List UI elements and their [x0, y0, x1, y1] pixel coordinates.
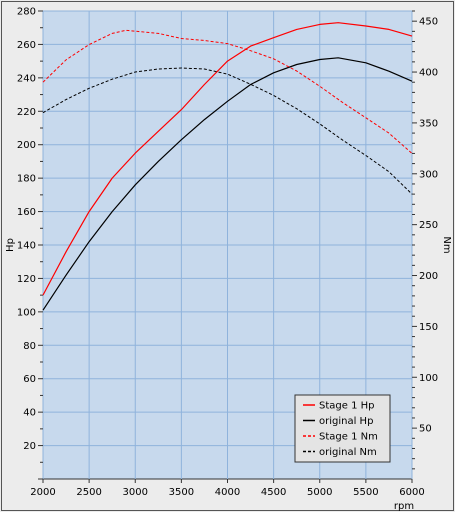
- x-tick-label: 4500: [261, 487, 286, 498]
- legend-label: original Nm: [319, 447, 377, 458]
- y-right-tick-label: 250: [419, 220, 438, 231]
- y-left-axis-ticks: 20 40 60 80 100 120 140 160 180 200 220 240 260 280: [17, 7, 43, 480]
- x-tick-label: 2000: [30, 487, 55, 498]
- y-right-axis-ticks: 50 100 150 200 250 300 350 400 450: [412, 10, 438, 470]
- x-tick-label: 3000: [123, 487, 148, 498]
- y-right-tick-label: 350: [419, 118, 438, 129]
- y-left-tick-label: 120: [17, 274, 36, 285]
- legend-label: Stage 1 Nm: [319, 432, 378, 443]
- series-lines: [42, 22, 413, 311]
- legend: Stage 1 Hp original Hp Stage 1 Nm original …: [294, 394, 391, 463]
- y-left-tick-label: 220: [17, 107, 36, 118]
- y-left-tick-label: 60: [23, 374, 36, 385]
- y-right-axis-title: Nm: [441, 236, 452, 253]
- y-left-tick-label: 180: [17, 174, 36, 185]
- series-line-1: [42, 22, 413, 296]
- y-left-tick-label: 240: [17, 73, 36, 84]
- y-right-tick-label: 200: [419, 271, 438, 282]
- y-right-tick-label: 50: [419, 424, 432, 435]
- y-left-axis-title: Hp: [5, 238, 16, 252]
- y-right-tick-label: 400: [419, 68, 438, 79]
- legend-label: original Hp: [319, 416, 373, 427]
- x-tick-label: 2500: [76, 487, 101, 498]
- y-left-tick-label: 280: [17, 7, 36, 18]
- y-right-tick-label: 100: [419, 373, 438, 384]
- legend-label: Stage 1 Hp: [319, 401, 374, 412]
- y-left-tick-label: 40: [23, 408, 36, 419]
- series-line-4: [42, 67, 413, 195]
- x-tick-label: 5000: [307, 487, 332, 498]
- y-right-tick-label: 450: [419, 17, 438, 28]
- x-tick-label: 6000: [399, 487, 424, 498]
- x-tick-label: 3500: [169, 487, 194, 498]
- y-left-tick-label: 160: [17, 207, 36, 218]
- x-axis-ticks: 2000 2500 3000 3500 4000 4500 5000 5500 6000: [30, 479, 425, 498]
- y-left-tick-label: 100: [17, 307, 36, 318]
- y-left-tick-label: 80: [23, 341, 36, 352]
- x-tick-label: 4000: [215, 487, 240, 498]
- y-left-tick-label: 200: [17, 140, 36, 151]
- series-line-2: [42, 57, 413, 311]
- y-right-tick-label: 300: [419, 169, 438, 180]
- y-right-tick-label: 150: [419, 322, 438, 333]
- y-left-tick-label: 140: [17, 241, 36, 252]
- y-left-tick-label: 260: [17, 40, 36, 51]
- x-axis-title: rpm: [394, 501, 414, 512]
- series-line-3: [42, 29, 413, 154]
- x-tick-label: 5500: [353, 487, 378, 498]
- y-left-tick-label: 20: [23, 441, 36, 452]
